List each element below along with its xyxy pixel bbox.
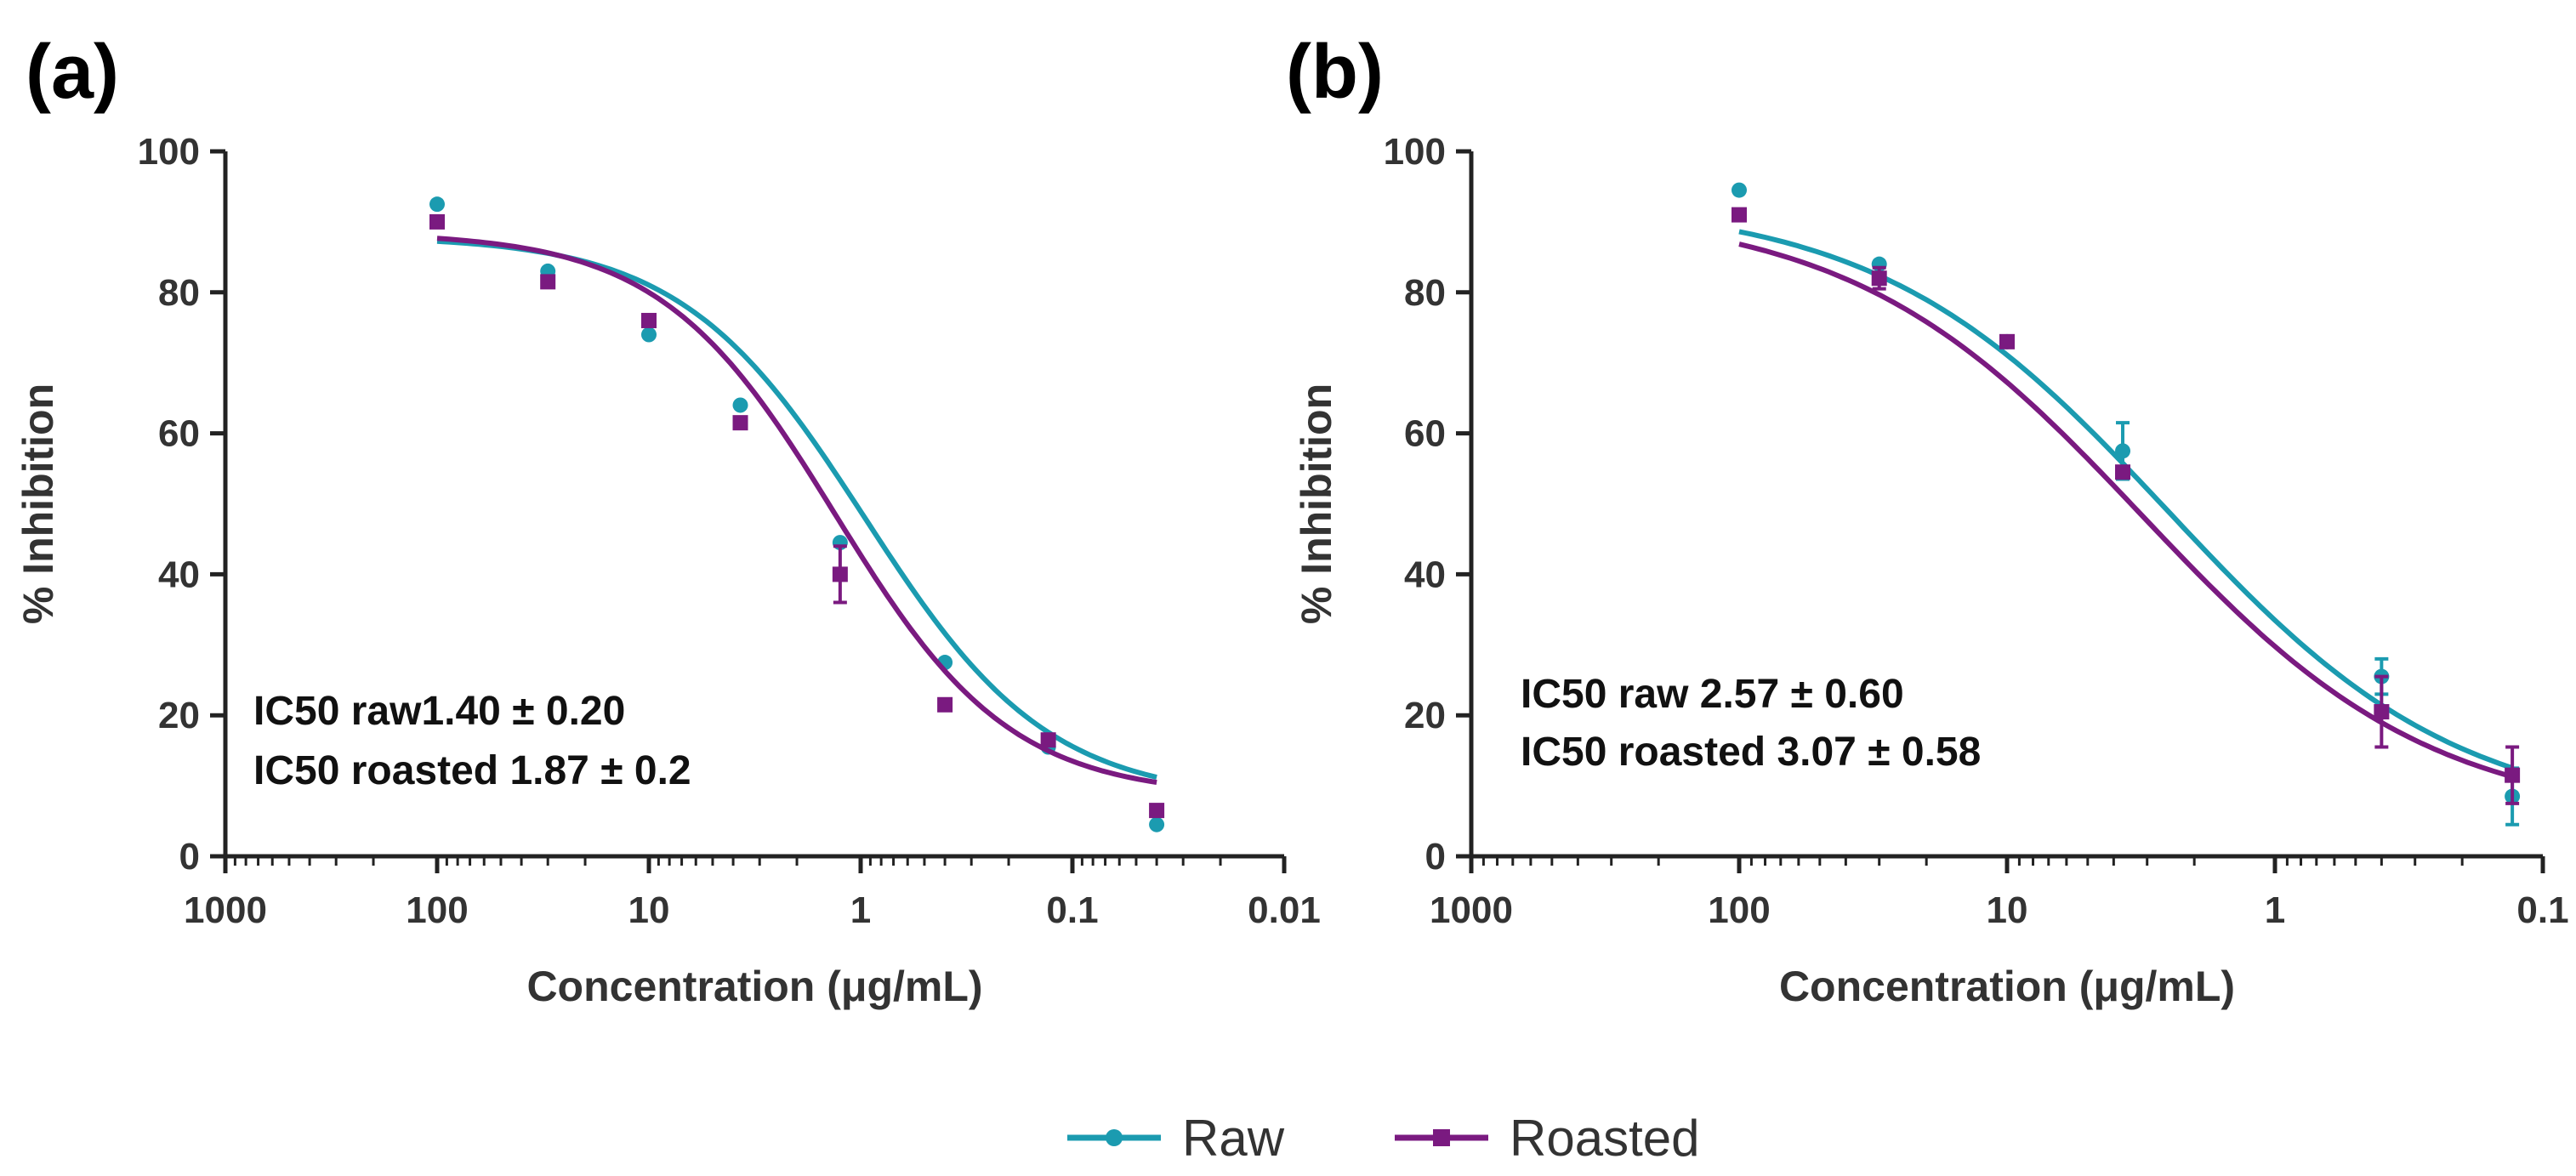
y-tick-label: 40: [1404, 554, 1446, 595]
data-point-roasted: [2505, 767, 2521, 783]
y-tick-label: 0: [1425, 836, 1446, 878]
panel-label: (b): [1286, 30, 1384, 115]
y-tick-label: 60: [1404, 413, 1446, 455]
fit-curve-roasted: [1738, 241, 2513, 780]
x-tick-label: 0.01: [1248, 889, 1321, 931]
x-tick-label: 0.1: [1046, 889, 1098, 931]
y-tick-label: 20: [158, 695, 200, 736]
data-point-raw: [2115, 443, 2131, 459]
y-tick-label: 80: [158, 272, 200, 314]
data-point-roasted: [1999, 333, 2015, 349]
data-point-roasted: [832, 566, 848, 582]
data-point-roasted: [732, 415, 748, 431]
data-point-roasted: [641, 312, 657, 328]
x-tick-label: 100: [1708, 889, 1770, 931]
data-point-roasted: [1149, 803, 1165, 819]
ic50-annotation: IC50 roasted 1.87 ± 0.2: [253, 748, 691, 793]
data-point-roasted: [937, 696, 953, 713]
data-point-roasted: [2115, 464, 2131, 480]
data-point-roasted: [1871, 270, 1887, 287]
y-axis-title: % Inhibition: [1293, 383, 1340, 624]
ic50-annotation: IC50 roasted 3.07 ± 0.58: [1521, 730, 1981, 775]
x-axis-title: Concentration (μg/mL): [1779, 963, 2235, 1010]
y-tick-label: 40: [158, 554, 200, 595]
data-point-roasted: [1732, 207, 1747, 223]
legend-marker-raw: [1106, 1129, 1123, 1146]
data-point-raw: [641, 327, 657, 343]
x-axis-title: Concentration (μg/mL): [526, 963, 982, 1010]
legend-label-raw: Raw: [1182, 1110, 1285, 1167]
y-tick-label: 0: [179, 836, 200, 878]
y-axis-title: % Inhibition: [14, 383, 62, 624]
y-tick-label: 80: [1404, 272, 1446, 314]
data-point-roasted: [540, 274, 556, 290]
legend-marker-roasted: [1433, 1129, 1450, 1146]
legend: Raw Roasted: [1067, 1110, 1699, 1167]
x-tick-label: 0.1: [2516, 889, 2568, 931]
x-tick-label: 1: [2265, 889, 2285, 931]
data-point-raw: [429, 196, 445, 213]
y-tick-label: 20: [1404, 695, 1446, 736]
y-tick-label: 60: [158, 413, 200, 455]
data-point-raw: [1149, 816, 1165, 832]
panel-a: (a) 0 20 40 60 80 100 1000 100 10 1 0.1 0.01 Concentr…: [14, 30, 1321, 1010]
x-tick-label: 10: [1987, 889, 2028, 931]
data-point-raw: [1732, 182, 1747, 198]
x-tick-label: 10: [628, 889, 670, 931]
panel-b: (b) 0 20 40 60 80 100 1000 100 10 1 0.1 Concentratio…: [1286, 30, 2569, 1010]
x-tick-label: 1: [850, 889, 871, 931]
data-point-raw: [732, 397, 748, 413]
y-tick-label: 100: [138, 131, 200, 173]
legend-label-roasted: Roasted: [1510, 1110, 1699, 1167]
fit-curve-roasted: [436, 236, 1157, 786]
panel-label: (a): [26, 30, 119, 115]
y-tick-label: 100: [1384, 131, 1446, 173]
x-tick-label: 100: [406, 889, 468, 931]
x-tick-label: 1000: [184, 889, 267, 931]
data-point-roasted: [429, 213, 445, 230]
data-point-roasted: [2374, 704, 2390, 720]
x-tick-label: 1000: [1430, 889, 1513, 931]
ic50-annotation: IC50 raw 2.57 ± 0.60: [1521, 672, 1904, 717]
data-point-roasted: [1040, 732, 1056, 748]
ic50-annotation: IC50 raw1.40 ± 0.20: [253, 689, 625, 734]
